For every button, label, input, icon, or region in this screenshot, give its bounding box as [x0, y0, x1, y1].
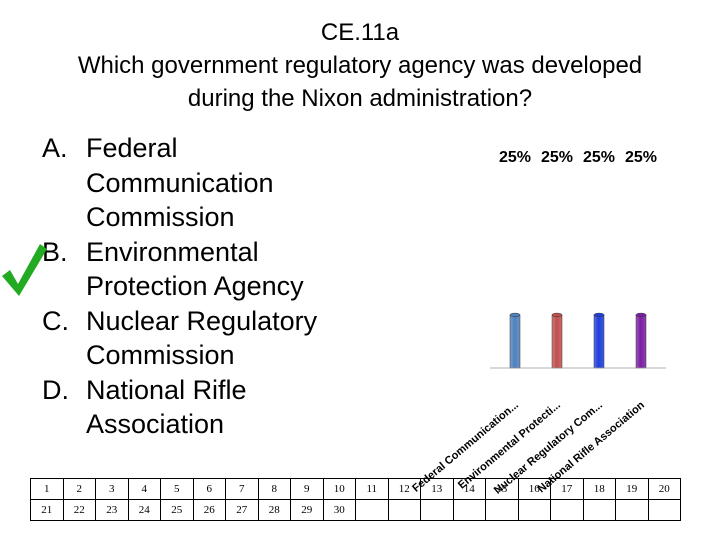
choice-c[interactable]: C. Nuclear Regulatory Commission [42, 304, 376, 373]
data-label-2: 25% [541, 149, 573, 166]
grid-cell: 19 [615, 478, 649, 500]
grid-cell: 23 [95, 499, 129, 521]
grid-cell: 12 [387, 478, 421, 500]
grid-cell [387, 499, 421, 521]
grid-row: 21 22 23 24 25 26 27 28 29 30 [30, 499, 681, 521]
grid-cell: 30 [322, 499, 356, 521]
grid-cell: 10 [322, 478, 356, 500]
bar-3 [593, 314, 605, 369]
bar-cap-2 [551, 312, 563, 317]
grid-cell: 14 [452, 478, 486, 500]
bar-cap-1 [509, 312, 521, 317]
grid-cell: 6 [192, 478, 226, 500]
grid-cell: 11 [355, 478, 389, 500]
choice-d[interactable]: D. National Rifle Association [42, 373, 376, 442]
choice-b-line-2: Protection Agency [86, 271, 304, 301]
bar-2 [551, 314, 563, 369]
choice-b-line-1: Environmental [86, 236, 259, 267]
grid-cell [647, 499, 681, 521]
grid-cell [517, 499, 551, 521]
grid-cell: 16 [517, 478, 551, 500]
choice-d-line-1: National Rifle [86, 374, 247, 405]
data-label-4: 25% [625, 149, 657, 166]
choice-d-line-2: Association [86, 409, 225, 439]
grid-cell: 4 [127, 478, 161, 500]
grid-cell: 28 [257, 499, 291, 521]
data-label-1: 25% [499, 149, 531, 166]
grid-cell: 18 [582, 478, 616, 500]
choice-c-line-1: Nuclear Regulatory [86, 305, 318, 336]
grid-cell: 2 [62, 478, 96, 500]
answer-choices: A. Federal Communication Commission B. E… [42, 131, 376, 442]
grid-cell [550, 499, 584, 521]
question-title: CE.11a Which government regulatory agenc… [0, 16, 720, 115]
grid-cell: 22 [62, 499, 96, 521]
grid-cell: 27 [225, 499, 259, 521]
grid-cell: 17 [550, 478, 584, 500]
question-id: CE.11a [320, 19, 400, 46]
grid-cell: 29 [290, 499, 324, 521]
grid-cell [615, 499, 649, 521]
response-bar-chart: 25%Federal Communication...25%Environmen… [410, 149, 666, 497]
grid-cell: 9 [290, 478, 324, 500]
choice-b[interactable]: B. Environmental Protection Agency [42, 235, 376, 304]
grid-cell [485, 499, 519, 521]
choice-a-line-3: Commission [86, 202, 235, 232]
choice-a-line-1: Federal [86, 133, 178, 163]
checkmark-icon [2, 244, 47, 296]
grid-row: 1 2 3 4 5 6 7 8 9 10 11 12 13 14 15 16 17 18 19 20 [30, 478, 681, 500]
data-label-3: 25% [583, 149, 615, 166]
grid-cell: 20 [647, 478, 681, 500]
choice-letter: B. [42, 236, 68, 267]
grid-cell [420, 499, 454, 521]
grid-cell [452, 499, 486, 521]
grid-cell: 3 [95, 478, 129, 500]
grid-cell: 8 [257, 478, 291, 500]
grid-cell [582, 499, 616, 521]
grid-cell: 25 [160, 499, 194, 521]
bar-cap-3 [593, 312, 605, 317]
bar-4 [635, 314, 647, 369]
grid-cell: 5 [160, 478, 194, 500]
bar-cap-4 [635, 312, 647, 317]
choice-letter: C. [42, 305, 69, 336]
response-grid: 1 2 3 4 5 6 7 8 9 10 11 12 13 14 15 16 17 18 19 20 21 22 23 24 2… [30, 478, 681, 521]
question-text-line-2: during the Nixon administration? [187, 85, 533, 112]
choice-letter: D. [42, 374, 69, 405]
grid-cell [355, 499, 389, 521]
grid-cell: 21 [30, 499, 64, 521]
grid-cell: 15 [485, 478, 519, 500]
choice-letter: A. [42, 133, 68, 163]
grid-cell: 13 [420, 478, 454, 500]
question-text-line-1: Which government regulatory agency was d… [77, 52, 643, 79]
bar-1 [509, 314, 521, 369]
grid-cell: 26 [192, 499, 226, 521]
grid-cell: 7 [225, 478, 259, 500]
choice-c-line-2: Commission [86, 340, 235, 370]
choice-a[interactable]: A. Federal Communication Commission [42, 131, 376, 235]
choice-a-line-2: Communication [86, 167, 274, 198]
grid-cell: 1 [30, 478, 64, 500]
grid-cell: 24 [127, 499, 161, 521]
